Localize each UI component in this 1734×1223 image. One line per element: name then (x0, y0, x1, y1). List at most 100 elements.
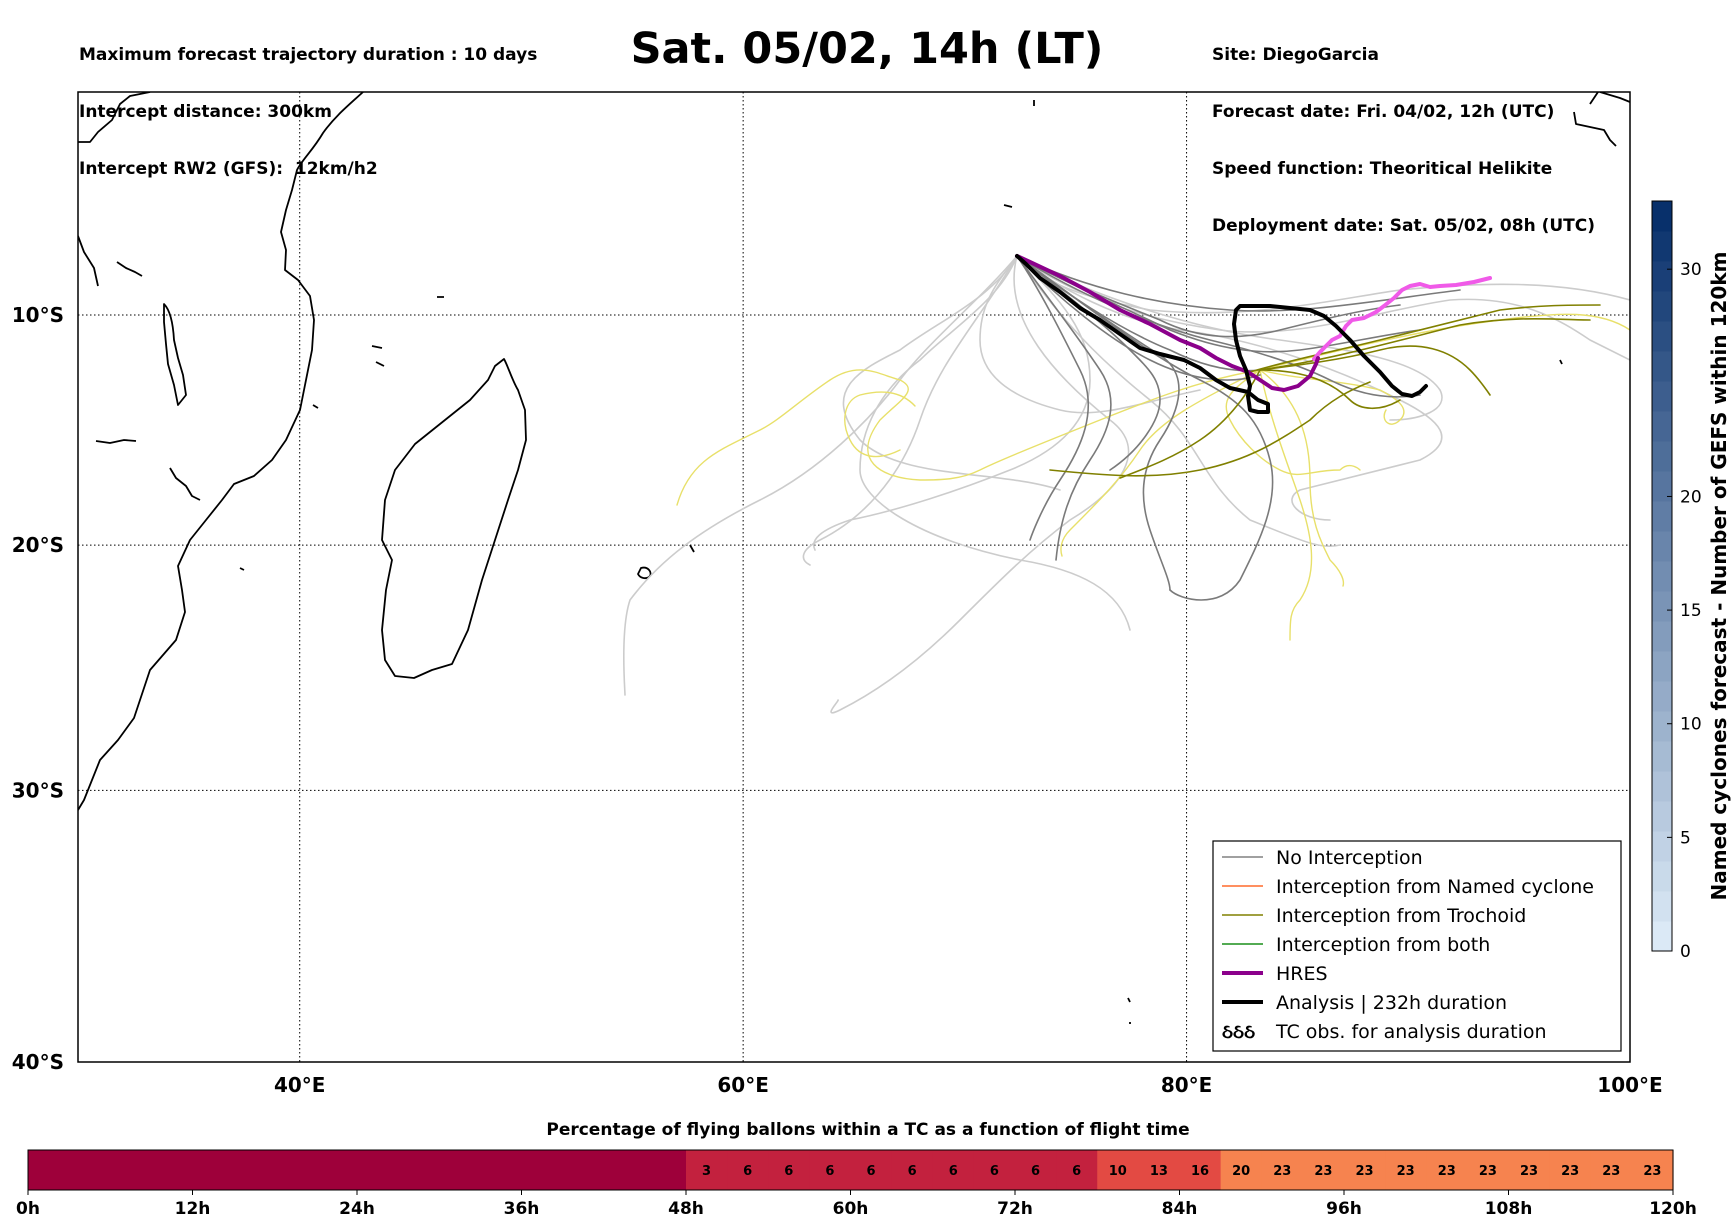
map-frame (77, 91, 1631, 1063)
lake-coastline (163, 303, 187, 406)
colorbar-segment (1652, 411, 1672, 442)
colorbar-tick-label: 10 (1680, 715, 1702, 735)
timebar-cell (1302, 1150, 1345, 1190)
timebar-cell (1467, 1150, 1510, 1190)
timebar-value: 23 (1643, 1164, 1661, 1179)
forecast-date-line: Forecast date: Fri. 04/02, 12h (UTC) (1212, 102, 1555, 122)
legend-label: TC obs. for analysis duration (1275, 1021, 1547, 1043)
timebar-value: 6 (743, 1164, 752, 1179)
colorbar-tick-label: 5 (1680, 828, 1691, 848)
timebar-hour-label: 24h (339, 1199, 375, 1219)
timebar-hour-label: 108h (1485, 1199, 1533, 1219)
timebar-cell (274, 1150, 317, 1190)
timebar-cell (1179, 1150, 1222, 1190)
legend-item: Interception from both (1222, 934, 1490, 956)
longitude-labels: 40°E 60°E 80°E 100°E (274, 1073, 1663, 1097)
analysis-trajectory (1015, 254, 1428, 414)
legend-box (1212, 840, 1622, 1052)
timebar-value: 6 (949, 1164, 958, 1179)
timebar-cell (1220, 1150, 1263, 1190)
lon-tick-label: 100°E (1597, 1073, 1662, 1097)
legend (1212, 840, 1622, 1052)
timebar-value: 23 (1479, 1164, 1497, 1179)
arabia-top (1589, 92, 1630, 105)
timebar-cell (439, 1150, 481, 1190)
pink-trajectory (1312, 276, 1492, 361)
timebar-hour-label: 120h (1649, 1199, 1697, 1219)
timebar-hour-label: 36h (504, 1199, 540, 1219)
colorbar-tick-label: 15 (1680, 601, 1702, 621)
lon-tick-label: 40°E (274, 1073, 326, 1097)
colorbar-segment (1652, 681, 1672, 712)
colorbar-segment (1652, 441, 1672, 472)
legend-item: Interception from Trochoid (1222, 905, 1526, 927)
colorbar-segment (1652, 651, 1672, 682)
lat-tick-label: 30°S (12, 778, 64, 802)
red-sea-mark (116, 261, 143, 277)
colorbar-segment (1652, 711, 1672, 742)
arabian-coast (78, 235, 99, 287)
colorbar-segment (1652, 591, 1672, 622)
timebar-value: 6 (1072, 1164, 1081, 1179)
timebar-value: 16 (1191, 1164, 1209, 1179)
colorbar-segment (1652, 231, 1672, 262)
timebar-value: 6 (1031, 1164, 1040, 1179)
trajectory-map: 40°E 60°E 80°E 100°E 10°S 20°S 30°S 40°S No In… (12, 91, 1731, 1097)
somalia-horn-coastline (78, 92, 151, 143)
lon-tick-label: 60°E (717, 1073, 769, 1097)
timebar-value: 23 (1356, 1164, 1374, 1179)
maldives-dots (1003, 100, 1617, 208)
colorbar-segment (1652, 801, 1672, 832)
colorbar-segment (1652, 381, 1672, 412)
timebar-frame (27, 1149, 1674, 1191)
timebar-value: 23 (1438, 1164, 1456, 1179)
colorbar-segment (1652, 201, 1672, 232)
timebar-value: 23 (1273, 1164, 1291, 1179)
lat-tick-label: 20°S (12, 533, 64, 557)
timebar-value: 23 (1561, 1164, 1579, 1179)
timebar-cell (603, 1150, 646, 1190)
timebar-cell (1056, 1150, 1098, 1190)
legend-label: No Interception (1276, 847, 1423, 869)
timebar-title: Percentage of flying ballons within a TC… (546, 1120, 1189, 1140)
site-line: Site: DiegoGarcia (1212, 45, 1379, 65)
colorbar-segment (1652, 891, 1672, 922)
legend-item: Analysis | 232h duration (1222, 992, 1507, 1014)
timebar-value: 23 (1314, 1164, 1332, 1179)
timebar-cell (521, 1150, 564, 1190)
speed-function-line: Speed function: Theoritical Helikite (1212, 159, 1553, 179)
colorbar-segment (1652, 351, 1672, 382)
latitude-labels: 10°S 20°S 30°S 40°S (12, 303, 64, 1074)
lat-tick-label: 10°S (12, 303, 64, 327)
legend-label: Interception from Trochoid (1276, 905, 1526, 927)
colorbar-tick-label: 0 (1680, 942, 1691, 962)
page-title: Sat. 05/02, 14h (LT) (630, 24, 1104, 74)
legend-item: HRES (1222, 963, 1328, 985)
timebar-cell (809, 1150, 852, 1190)
intercept-rw2-line: Intercept RW2 (GFS): 12km/h2 (79, 159, 378, 179)
timebar-cell (233, 1150, 276, 1190)
timebar-hour-label: 0h (16, 1199, 40, 1219)
cyclone-symbol-icon: ઠઠઠ (1222, 1021, 1255, 1043)
timebar-cell (850, 1150, 893, 1190)
timebar-cell (1344, 1150, 1386, 1190)
colorbar-segment (1652, 471, 1672, 502)
legend-label: Analysis | 232h duration (1276, 992, 1507, 1014)
colorbar-segment (1652, 561, 1672, 592)
madagascar-coastline (381, 358, 527, 679)
timebar-cell (768, 1150, 810, 1190)
timebar-cell (562, 1150, 605, 1190)
timebar-value: 13 (1150, 1164, 1168, 1179)
timebar-cell (1590, 1150, 1633, 1190)
timebar-cell (686, 1150, 728, 1190)
deployment-date-line: Deployment date: Sat. 05/02, 08h (UTC) (1212, 216, 1596, 236)
timebar-hour-label: 12h (175, 1199, 211, 1219)
colorbar-frame (1651, 200, 1673, 952)
legend-label: HRES (1276, 963, 1328, 985)
timebar-cell (28, 1150, 70, 1190)
timebar-cell (315, 1150, 358, 1190)
legend-item: ઠઠઠ TC obs. for analysis duration (1222, 1021, 1547, 1043)
mauritius (637, 566, 652, 580)
timebar-value: 6 (908, 1164, 917, 1179)
timebar-cell (1097, 1150, 1139, 1190)
